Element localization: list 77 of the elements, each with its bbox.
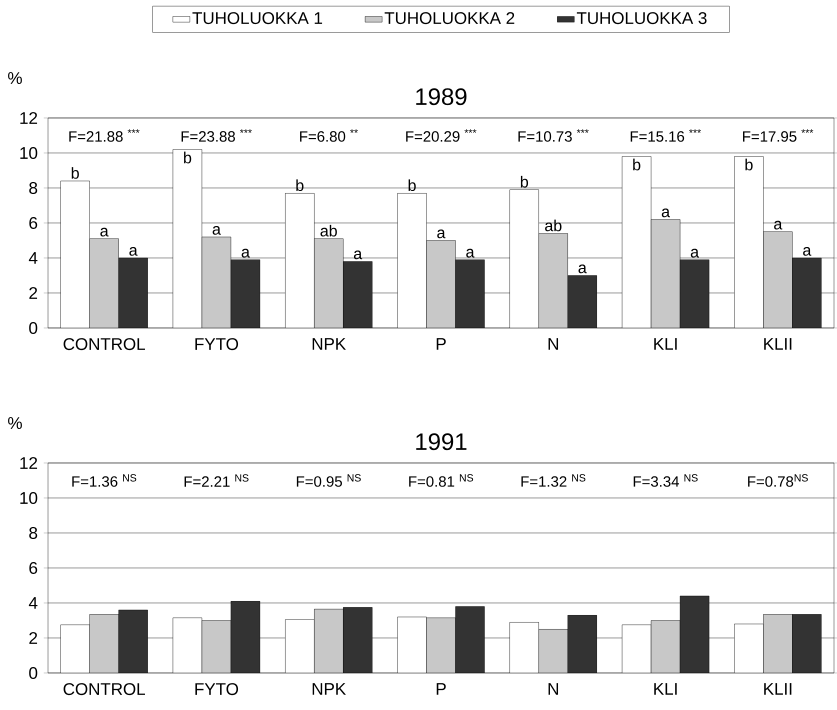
x-tick-label: NPK — [312, 683, 346, 695]
bar — [650, 620, 680, 673]
bar — [763, 614, 793, 673]
x-tick-label: N — [548, 338, 558, 350]
data-label: b — [408, 179, 416, 192]
y-tick-label: 4 — [28, 252, 38, 264]
bar — [538, 629, 568, 673]
y-tick-label: 12 — [20, 457, 38, 469]
x-tick-label: KLI — [654, 683, 677, 695]
data-label: a — [212, 226, 221, 235]
data-label: a — [662, 208, 670, 218]
data-label: a — [774, 220, 782, 230]
data-label: b — [520, 176, 528, 188]
data-label: b — [72, 167, 79, 179]
y-tick-label: 6 — [29, 562, 38, 574]
x-tick-label: FYTO — [195, 683, 238, 696]
data-label: a — [354, 250, 362, 260]
legend-label: TUHOLUOKKA 1 — [192, 12, 322, 24]
data-label: a — [100, 228, 109, 237]
x-tick-label: P — [436, 683, 446, 695]
y-axis-title: % — [8, 417, 22, 430]
y-tick-label: 2 — [29, 632, 38, 644]
annotation: F=20.29 $^{***}$ — [406, 129, 476, 142]
legend-label: TUHOLUOKKA 2 — [384, 12, 514, 24]
data-label: b — [296, 179, 304, 192]
data-label: a — [129, 247, 138, 256]
data-label: a — [466, 248, 474, 258]
legend-label: TUHOLUOKKA 3 — [576, 12, 707, 24]
annotation: F=23.88 $^{***}$ — [182, 129, 252, 142]
bar — [426, 618, 456, 673]
x-tick-label: P — [436, 338, 446, 350]
y-tick-label: 8 — [29, 182, 38, 194]
bar — [202, 620, 232, 673]
data-label: a — [690, 248, 700, 258]
annotation: F=0.78$^{NS}$ — [748, 474, 808, 487]
annotation: F=10.73 $^{***}$ — [518, 129, 589, 142]
data-label: a — [803, 247, 812, 256]
annotation: F=1.32 $^{NS}$ — [521, 474, 586, 487]
data-label: a — [437, 230, 446, 238]
data-label: ab — [320, 224, 337, 237]
y-tick-label: 10 — [20, 146, 38, 159]
data-label: b — [745, 158, 753, 170]
annotation: F=6.80 $^{**}$ — [300, 129, 358, 142]
x-tick-label: FYTO — [195, 338, 238, 350]
y-tick-label: 10 — [20, 492, 38, 504]
y-tick-label: 0 — [29, 666, 38, 679]
annotation: F=21.88 $^{***}$ — [69, 129, 140, 142]
x-tick-label: KLII — [764, 683, 792, 695]
data-label: a — [578, 264, 587, 274]
y-tick-label: 0 — [29, 322, 38, 334]
annotation: F=1.36 $^{NS}$ — [72, 474, 136, 487]
bar — [89, 614, 119, 673]
x-tick-label: NPK — [312, 338, 346, 350]
y-tick-label: 12 — [20, 112, 38, 124]
x-tick-label: KLI — [654, 338, 677, 350]
x-tick-label: KLII — [764, 338, 792, 350]
chart-title: 1989 — [416, 88, 466, 106]
data-label: b — [633, 158, 640, 170]
annotation: F=0.95 $^{NS}$ — [296, 474, 361, 487]
y-axis-title: % — [8, 72, 22, 84]
x-tick-label: N — [548, 683, 558, 695]
data-label: b — [184, 152, 192, 164]
annotation: F=3.34 $^{NS}$ — [634, 474, 698, 487]
x-tick-label: CONTROL — [64, 338, 145, 350]
y-tick-label: 4 — [28, 597, 38, 609]
data-label: a — [242, 248, 250, 258]
annotation: F=15.16 $^{***}$ — [630, 129, 701, 142]
annotation: F=0.81 $^{NS}$ — [409, 474, 474, 487]
chart-title: 1991 — [416, 433, 466, 450]
y-tick-label: 8 — [29, 526, 38, 539]
bar — [314, 608, 344, 673]
annotation: F=2.21 $^{NS}$ — [184, 474, 249, 487]
data-label: ab — [545, 220, 562, 232]
x-tick-label: CONTROL — [64, 683, 145, 696]
y-tick-label: 2 — [29, 287, 38, 299]
y-tick-label: 6 — [29, 216, 38, 229]
annotation: F=17.95 $^{***}$ — [743, 129, 814, 142]
